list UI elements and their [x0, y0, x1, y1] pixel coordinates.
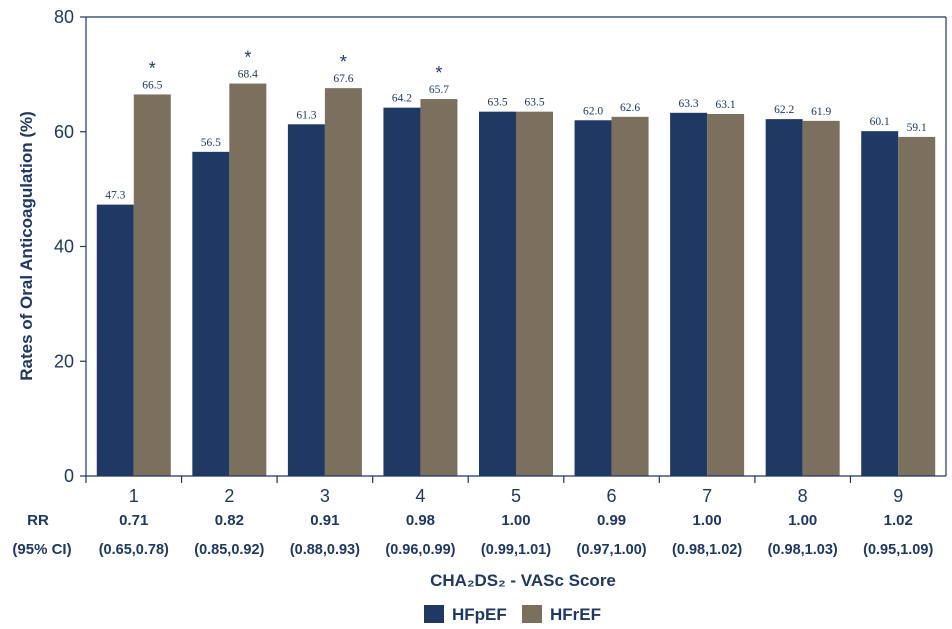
- data-label-hfref: 68.4: [238, 69, 258, 81]
- ci-value: (0.99,1.01): [481, 542, 551, 558]
- rr-table: RR (95% CI) 0.71 (0.65,0.78) 0.82 (0.85,0.92)…: [12, 512, 933, 558]
- y-tick-label: 60: [54, 122, 74, 142]
- significance-marker: *: [149, 58, 156, 78]
- ci-value: (0.85,0.92): [194, 542, 264, 558]
- bar-hfpef: [479, 111, 516, 476]
- ci-value: (0.97,1.00): [576, 542, 646, 558]
- data-label-hfref: 62.6: [620, 102, 640, 114]
- ci-value: (0.65,0.78): [99, 542, 169, 558]
- data-label-hfref: 66.5: [142, 79, 162, 91]
- y-tick-label: 0: [64, 466, 74, 486]
- rr-value: 0.71: [119, 512, 148, 529]
- rr-value: 1.00: [693, 512, 722, 529]
- ci-row-label: (95% CI): [12, 541, 71, 558]
- x-tick-label: 4: [415, 486, 425, 506]
- x-tick-label: 1: [129, 486, 139, 506]
- data-label-hfpef: 64.2: [392, 93, 412, 105]
- legend-swatch-hfref: [522, 605, 542, 623]
- rr-row-label: RR: [27, 512, 49, 529]
- x-tick-label: 7: [702, 486, 712, 506]
- bar-hfpef: [861, 131, 899, 476]
- bar-hfref: [611, 116, 649, 477]
- bar-hfref: [420, 99, 458, 476]
- rr-value: 0.82: [215, 512, 244, 529]
- bar-hfpef: [287, 124, 325, 476]
- x-axis: 1 2 3 4 5 6 7 8 9: [85, 475, 946, 506]
- x-tick-label: 8: [798, 486, 808, 506]
- bar-hfpef: [96, 204, 134, 476]
- significance-marker: *: [244, 48, 251, 68]
- ci-value: (0.95,1.09): [863, 542, 933, 558]
- x-tick-label: 2: [224, 486, 234, 506]
- rr-value: 0.91: [310, 512, 339, 529]
- data-label-hfpef: 62.0: [583, 105, 603, 117]
- rr-value: 1.00: [788, 512, 817, 529]
- x-tick-label: 9: [893, 486, 903, 506]
- bar-hfpef: [765, 119, 803, 476]
- data-label-hfpef: 62.2: [774, 104, 794, 116]
- ci-value: (0.98,1.02): [672, 542, 742, 558]
- ci-value: (0.98,1.03): [768, 542, 838, 558]
- data-label-hfpef: 63.5: [487, 97, 507, 109]
- x-axis-label: CHA₂DS₂ - VASc Score: [430, 571, 616, 590]
- ci-value: (0.88,0.93): [290, 542, 360, 558]
- y-axis: 0 20 40 60 80: [54, 7, 87, 486]
- y-tick-label: 20: [54, 351, 74, 371]
- legend: HFpEF HFrEF: [424, 605, 601, 624]
- bar-hfref: [707, 113, 745, 477]
- y-tick-label: 80: [54, 7, 74, 27]
- bar-hfpef: [383, 107, 421, 476]
- bar-hfpef: [192, 151, 230, 477]
- bar-hfref: [324, 88, 362, 477]
- bar-hfpef: [670, 112, 708, 476]
- significance-marker: *: [340, 52, 347, 72]
- data-label-hfref: 59.1: [907, 122, 927, 134]
- rr-value: 1.00: [501, 512, 530, 529]
- data-label-hfref: 63.1: [716, 99, 736, 111]
- data-label-hfref: 61.9: [811, 106, 831, 118]
- y-axis-label: Rates of Oral Anticoagulation (%): [17, 111, 36, 381]
- plot-area: 47.366.5*56.568.4*61.367.6*64.265.7*63.5…: [86, 16, 947, 477]
- rr-value: 1.02: [884, 512, 913, 529]
- bar-hfref: [898, 136, 936, 476]
- x-tick-label: 3: [320, 486, 330, 506]
- bar-hfref: [802, 120, 840, 476]
- legend-swatch-hfpef: [424, 605, 444, 623]
- rr-value: 0.98: [406, 512, 435, 529]
- ci-value: (0.96,0.99): [385, 542, 455, 558]
- data-label-hfpef: 61.3: [296, 109, 316, 121]
- bar-hfref: [133, 94, 171, 477]
- x-tick-label: 5: [511, 486, 521, 506]
- legend-label-hfpef: HFpEF: [452, 605, 507, 624]
- data-label-hfref: 67.6: [333, 73, 353, 85]
- bar-hfref: [229, 83, 267, 477]
- data-label-hfpef: 47.3: [105, 190, 125, 202]
- data-label-hfpef: 63.3: [679, 98, 699, 110]
- data-label-hfref: 63.5: [524, 97, 544, 109]
- y-tick-label: 40: [54, 237, 74, 257]
- rr-value: 0.99: [597, 512, 626, 529]
- legend-label-hfref: HFrEF: [550, 605, 601, 624]
- x-tick-label: 6: [607, 486, 617, 506]
- data-label-hfref: 65.7: [429, 84, 449, 96]
- bar-hfref: [516, 111, 553, 476]
- significance-marker: *: [435, 63, 442, 83]
- data-label-hfpef: 56.5: [201, 137, 221, 149]
- bar-hfpef: [574, 120, 612, 477]
- data-label-hfpef: 60.1: [870, 116, 890, 128]
